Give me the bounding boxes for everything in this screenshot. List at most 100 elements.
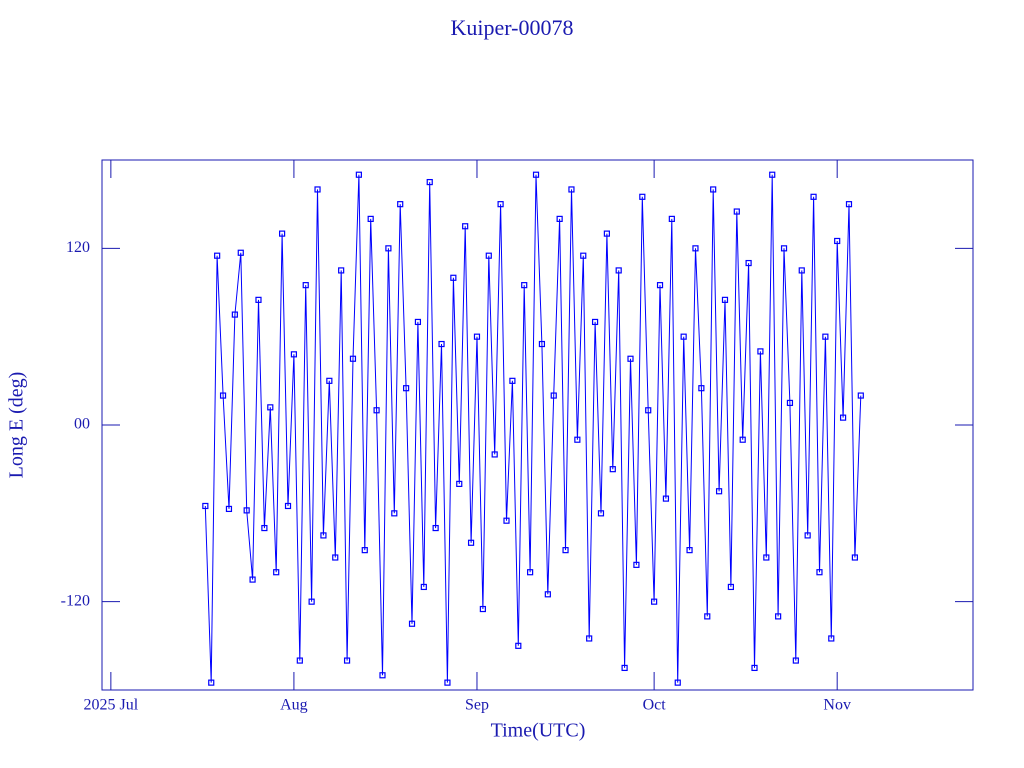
point-marker — [391, 510, 398, 517]
point-marker — [414, 318, 422, 326]
point-marker — [261, 524, 268, 532]
point-marker — [438, 340, 445, 348]
point-marker — [609, 466, 616, 473]
point-marker — [704, 613, 711, 620]
point-marker — [432, 524, 439, 532]
point-marker — [851, 554, 858, 561]
point-marker — [503, 517, 510, 524]
point-marker — [621, 664, 628, 672]
point-marker — [202, 502, 209, 510]
point-marker — [674, 679, 681, 686]
point-marker — [208, 679, 215, 686]
point-marker — [267, 404, 274, 411]
point-marker — [279, 230, 286, 237]
point-marker — [810, 193, 817, 200]
point-marker — [562, 547, 569, 554]
point-marker — [509, 377, 516, 384]
point-marker — [426, 178, 433, 186]
point-marker — [591, 318, 599, 326]
point-marker — [639, 193, 646, 200]
point-marker — [397, 201, 404, 208]
point-marker — [255, 296, 262, 303]
point-marker — [491, 451, 498, 458]
point-marker — [515, 642, 522, 649]
y-tick-label: 120 — [66, 239, 90, 256]
point-marker — [763, 554, 770, 561]
chart-title: Kuiper-00078 — [451, 15, 574, 40]
point-marker — [308, 598, 315, 605]
point-marker — [332, 554, 339, 561]
point-marker — [479, 605, 486, 613]
plot-area — [202, 171, 864, 686]
x-tick-label: 2025 Jul — [84, 697, 139, 714]
point-marker — [473, 333, 481, 340]
y-tick-label: -120 — [61, 592, 90, 609]
point-marker — [284, 502, 292, 510]
point-marker — [757, 348, 764, 355]
point-marker — [497, 201, 504, 208]
point-marker — [680, 333, 687, 340]
y-tick-label: 00 — [74, 416, 90, 433]
point-marker — [586, 635, 593, 642]
point-marker — [745, 259, 752, 267]
point-marker — [668, 215, 675, 222]
x-tick-label: Sep — [465, 697, 489, 714]
point-marker — [715, 488, 723, 495]
point-marker — [727, 583, 734, 591]
point-marker — [710, 186, 717, 193]
point-marker — [857, 392, 864, 399]
point-marker — [231, 311, 238, 318]
point-marker — [662, 495, 670, 502]
point-marker — [845, 201, 853, 208]
point-marker — [822, 333, 829, 340]
series-line — [204, 174, 862, 683]
point-marker — [780, 245, 788, 252]
point-marker — [786, 399, 794, 407]
point-marker — [834, 237, 841, 245]
point-marker — [326, 377, 333, 384]
point-marker — [692, 245, 699, 252]
point-marker — [839, 414, 847, 421]
y-axis-label: Long E (deg) — [6, 372, 28, 479]
point-marker — [355, 171, 362, 178]
x-tick-label: Nov — [823, 697, 851, 714]
point-marker — [467, 539, 475, 546]
point-marker — [320, 532, 327, 539]
point-marker — [379, 672, 386, 679]
point-marker — [721, 296, 729, 303]
point-marker — [403, 385, 410, 392]
point-marker — [338, 267, 345, 274]
point-marker — [302, 282, 309, 289]
x-axis-label: Time(UTC) — [491, 720, 586, 742]
point-marker — [408, 620, 416, 627]
point-marker — [739, 436, 746, 443]
point-marker — [556, 215, 563, 222]
point-marker — [532, 171, 540, 178]
point-marker — [574, 436, 581, 443]
point-marker — [385, 245, 392, 252]
point-marker — [828, 635, 835, 642]
point-marker — [603, 230, 610, 237]
point-marker — [798, 267, 805, 274]
point-marker — [645, 407, 652, 414]
point-marker — [367, 215, 374, 222]
point-marker — [568, 186, 575, 193]
point-marker — [243, 507, 250, 514]
point-marker — [462, 223, 469, 230]
point-marker — [450, 274, 457, 281]
point-marker — [538, 340, 546, 348]
point-marker — [686, 547, 693, 554]
point-marker — [550, 392, 557, 399]
x-tick-label: Aug — [280, 697, 308, 714]
point-marker — [544, 591, 551, 598]
point-marker — [651, 598, 658, 605]
point-marker — [349, 355, 357, 362]
x-tick-label: Oct — [643, 697, 667, 714]
point-marker — [214, 252, 221, 259]
point-marker — [296, 657, 303, 664]
plot-frame — [101, 159, 974, 691]
point-marker — [751, 664, 758, 672]
point-marker — [792, 657, 799, 664]
point-marker — [597, 510, 605, 517]
